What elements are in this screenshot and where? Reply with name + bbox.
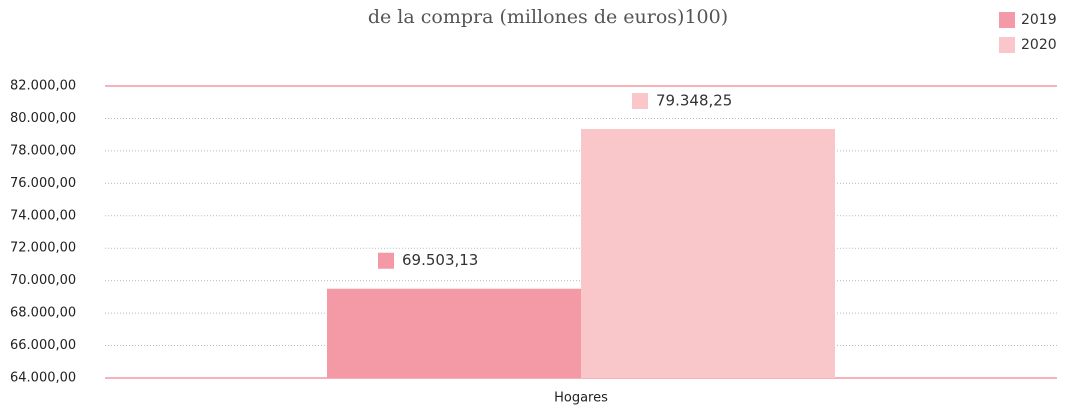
- legend-swatch: [999, 12, 1015, 28]
- y-tick-label: 76.000,00: [10, 176, 76, 191]
- y-tick-label: 78.000,00: [10, 143, 76, 158]
- y-tick-label: 66.000,00: [10, 338, 76, 353]
- value-label-swatch: [378, 252, 394, 269]
- y-tick-label: 70.000,00: [10, 273, 76, 288]
- y-tick-label: 68.000,00: [10, 306, 76, 321]
- y-tick-label: 74.000,00: [10, 208, 76, 223]
- value-label: 79.348,25: [656, 92, 732, 110]
- bar: [327, 288, 581, 378]
- chart-title: de la compra (millones de euros)100): [368, 6, 728, 28]
- bar: [581, 129, 835, 378]
- y-tick-label: 72.000,00: [10, 241, 76, 256]
- legend-label: 2019: [1021, 12, 1057, 28]
- value-label-swatch: [632, 93, 648, 110]
- x-tick-label: Hogares: [554, 391, 608, 406]
- legend-swatch: [999, 37, 1015, 53]
- y-tick-label: 82.000,00: [10, 79, 76, 94]
- y-tick-label: 80.000,00: [10, 111, 76, 126]
- legend-label: 2020: [1021, 37, 1057, 53]
- y-tick-label: 64.000,00: [10, 371, 76, 386]
- value-label: 69.503,13: [402, 251, 478, 269]
